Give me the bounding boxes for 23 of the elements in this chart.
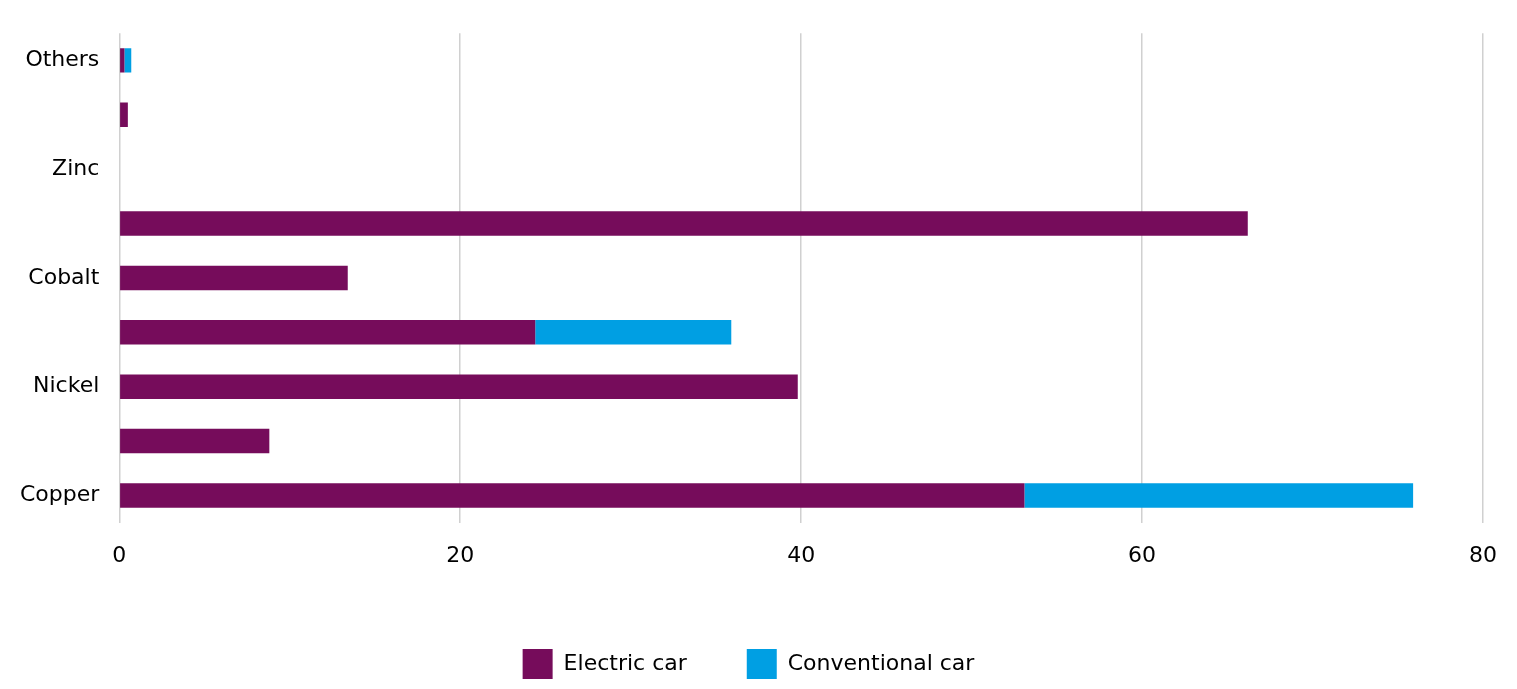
y-tick-label: Zinc: [52, 154, 100, 180]
bar: [120, 428, 270, 454]
bar: [120, 483, 1025, 508]
y-tick-label: Copper: [19, 481, 101, 507]
bar: [1024, 483, 1414, 508]
bar: [120, 374, 798, 399]
bar: [124, 48, 132, 73]
legend-label: Conventional car: [787, 649, 976, 675]
y-tick-label: Nickel: [33, 372, 100, 398]
bar: [120, 320, 536, 345]
legend-label: Electric car: [563, 649, 688, 675]
bar: [535, 320, 732, 345]
x-tick-label: 0: [112, 541, 127, 567]
bar: [120, 102, 128, 127]
bar: [120, 211, 1248, 236]
x-tick-label: 40: [787, 541, 816, 567]
x-tick-label: 20: [446, 541, 475, 567]
y-tick-label: Others: [25, 46, 100, 72]
bar: [120, 48, 125, 73]
bar: [120, 265, 348, 291]
x-tick-label: 80: [1469, 541, 1497, 567]
x-tick-label: 60: [1128, 541, 1157, 567]
y-tick-label: Cobalt: [28, 263, 100, 289]
